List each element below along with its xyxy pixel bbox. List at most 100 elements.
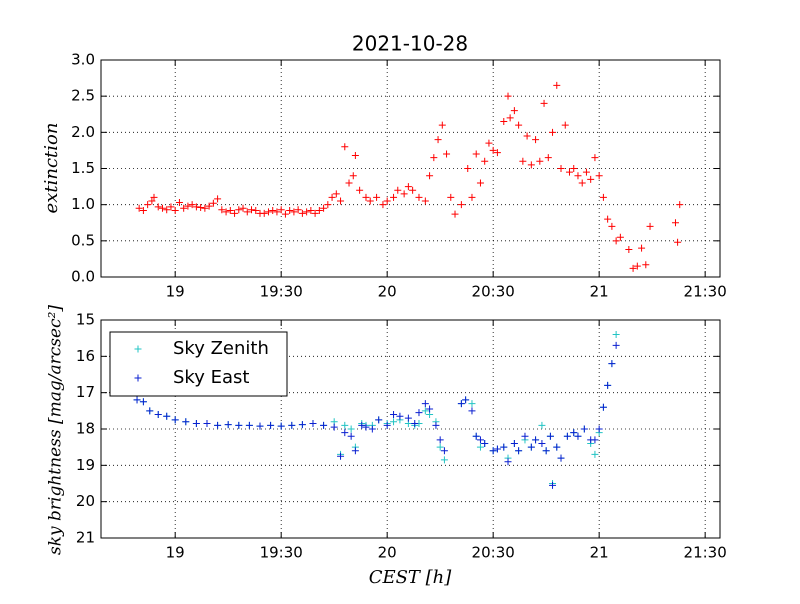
x-tick-label: 21:30	[684, 283, 727, 301]
data-point	[409, 186, 417, 194]
data-point	[362, 193, 370, 201]
y-tick-label: 0.0	[71, 268, 95, 286]
x-tick-label: 20	[378, 544, 397, 562]
legend-marker	[134, 374, 142, 382]
data-point	[281, 210, 289, 218]
data-point	[608, 222, 616, 230]
data-point	[440, 456, 448, 464]
data-point	[235, 206, 243, 214]
data-point	[330, 423, 338, 431]
data-point	[532, 136, 540, 144]
data-point	[182, 418, 190, 426]
data-point	[415, 409, 423, 417]
data-point	[328, 193, 336, 201]
data-point	[599, 403, 607, 411]
data-point	[235, 421, 243, 429]
data-point	[171, 206, 179, 214]
data-point	[303, 208, 311, 216]
data-point	[608, 360, 616, 368]
data-point	[231, 209, 239, 217]
data-point	[570, 429, 578, 437]
data-point	[203, 420, 211, 428]
data-point	[472, 150, 480, 158]
x-tick-label: 19	[166, 283, 185, 301]
data-point	[468, 193, 476, 201]
data-point	[476, 436, 484, 444]
data-point	[341, 421, 349, 429]
data-point	[349, 172, 357, 180]
data-point	[404, 183, 412, 191]
data-point	[591, 436, 599, 444]
data-point	[642, 261, 650, 269]
data-point	[476, 179, 484, 187]
data-point	[612, 237, 620, 245]
data-point	[476, 443, 484, 451]
data-point	[616, 233, 624, 241]
data-point	[544, 154, 552, 162]
data-point	[510, 440, 518, 448]
data-point	[430, 154, 438, 162]
data-point	[553, 81, 561, 89]
data-point	[150, 193, 158, 201]
data-point	[570, 165, 578, 172]
data-point	[434, 136, 442, 144]
data-point	[290, 208, 298, 216]
data-point	[351, 447, 359, 455]
data-point	[604, 381, 612, 389]
x-tick-label: 19:30	[260, 544, 303, 562]
data-point	[144, 201, 152, 209]
data-point	[248, 206, 256, 214]
data-point	[468, 400, 476, 408]
data-point	[481, 157, 489, 165]
data-point	[515, 121, 523, 129]
data-point	[546, 432, 554, 440]
data-point	[315, 206, 323, 214]
data-point	[375, 416, 383, 424]
data-point	[341, 143, 349, 151]
data-point	[214, 195, 222, 203]
data-point	[337, 197, 345, 205]
data-point	[192, 203, 200, 211]
y-tick-label: 0.5	[71, 231, 95, 249]
data-point	[549, 128, 557, 136]
data-point	[462, 396, 470, 404]
data-point	[411, 420, 419, 428]
x-axis-label: CEST [h]	[369, 567, 453, 588]
data-point	[383, 197, 391, 205]
data-point	[256, 422, 264, 430]
data-point	[368, 425, 376, 433]
y-tick-label: 18	[76, 420, 95, 438]
y-axis-label: sky brightness [mag/arcsec²]	[46, 305, 66, 555]
data-point	[542, 447, 550, 455]
data-point	[457, 400, 465, 408]
y-tick-label: 15	[76, 311, 95, 329]
data-point	[133, 396, 141, 404]
data-point	[188, 201, 196, 209]
data-point	[595, 172, 603, 180]
data-point	[472, 432, 480, 440]
data-point	[464, 165, 472, 172]
data-point	[205, 202, 213, 210]
data-point	[356, 186, 364, 194]
data-point	[591, 154, 599, 162]
y-tick-label: 1.5	[71, 159, 95, 177]
data-point	[625, 246, 633, 254]
data-point	[366, 197, 374, 205]
data-point	[224, 421, 232, 429]
data-point	[519, 157, 527, 165]
data-point	[390, 418, 398, 426]
data-point	[351, 151, 359, 159]
legend-box	[109, 331, 288, 397]
data-point	[277, 422, 285, 430]
data-point	[493, 149, 501, 157]
data-point	[457, 201, 465, 209]
data-point	[362, 423, 370, 431]
y-tick-label: 2.5	[71, 87, 95, 105]
data-point	[390, 193, 398, 201]
data-point	[298, 421, 306, 429]
data-point	[506, 114, 514, 122]
data-point	[345, 179, 353, 187]
x-tick-label: 21	[590, 283, 609, 301]
data-point	[197, 204, 205, 212]
